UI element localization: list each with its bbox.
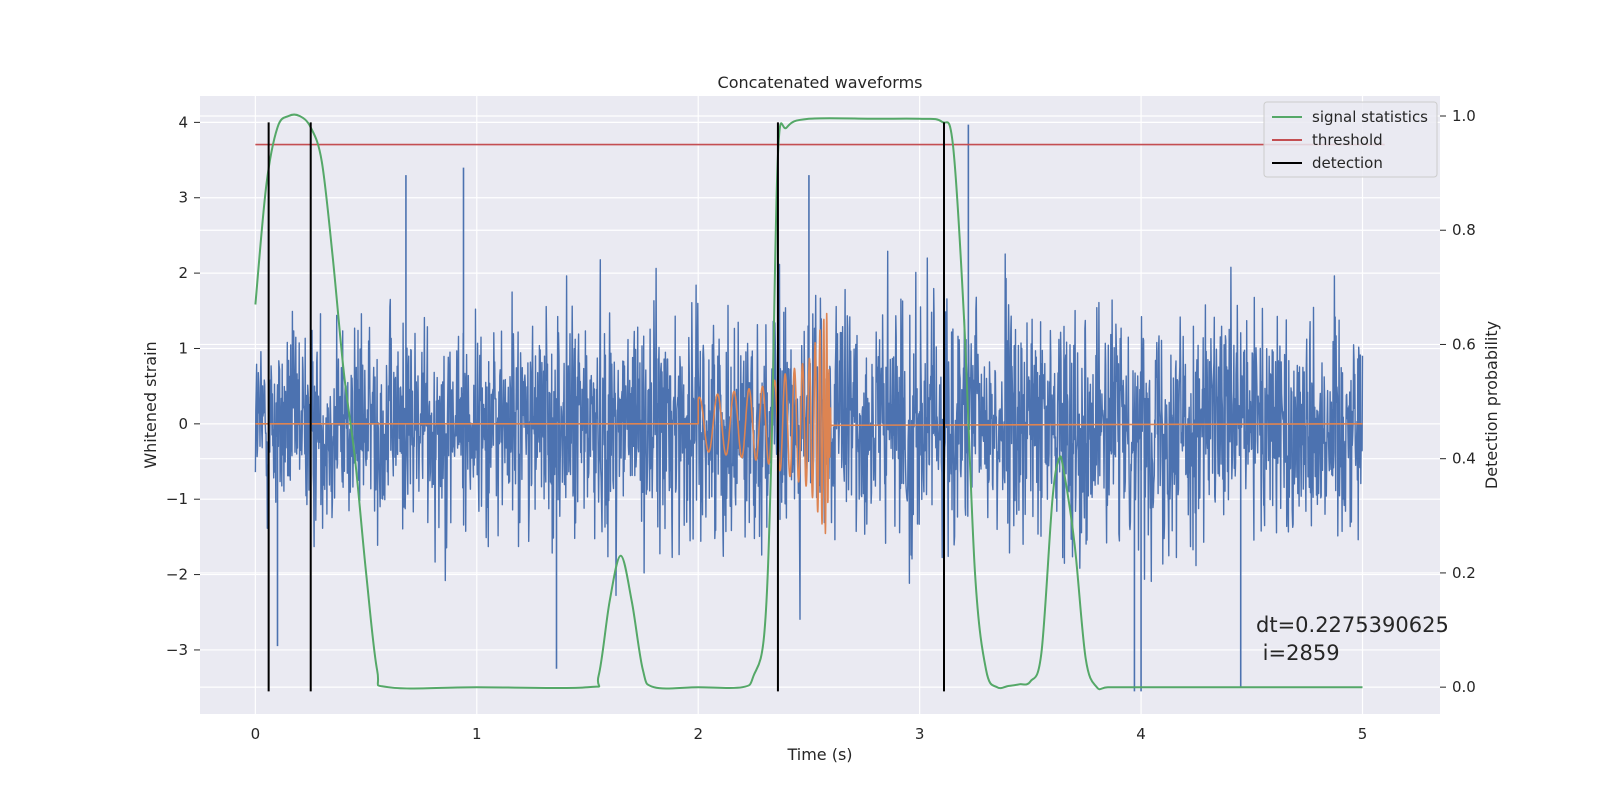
legend: signal statistics threshold detection (1263, 101, 1438, 178)
y-tick-label: 4 (178, 113, 188, 131)
chart-title: Concatenated waveforms (718, 73, 923, 92)
x-tick-label: 4 (1136, 725, 1146, 743)
y-tick-label: 0 (178, 415, 188, 433)
legend-label-threshold: threshold (1312, 131, 1383, 149)
x-tick-label: 1 (472, 725, 482, 743)
y-tick-label: 3 (178, 189, 188, 207)
signal-statistics-line (254, 113, 1363, 691)
y-tick-label: −2 (166, 566, 188, 584)
y-tick-label: −1 (166, 490, 188, 508)
y-right-tick-label: 0.2 (1452, 564, 1476, 582)
stats-series (254, 113, 1363, 691)
x-tick-label: 2 (693, 725, 703, 743)
ticks: 0 1 2 3 4 5 4 3 2 1 0 −1 −2 −3 1.0 0.8 0.6 0.4 0.2 0.0 (166, 107, 1476, 743)
x-tick-label: 5 (1358, 725, 1368, 743)
y-right-tick-label: 0.8 (1452, 221, 1476, 239)
annotation-line1: dt=0.2275390625 (1256, 613, 1449, 637)
detection-lines (267, 122, 945, 692)
annotation: dt=0.2275390625 i=2859 (1256, 613, 1449, 665)
x-tick-label: 0 (251, 725, 261, 743)
chirp-line (255, 312, 1363, 535)
y-tick-label: −3 (166, 641, 188, 659)
x-axis-label: Time (s) (786, 745, 852, 764)
y-axis-label: Whitened strain (141, 341, 160, 468)
y-right-tick-label: 0.4 (1452, 450, 1476, 468)
chirp-series (255, 312, 1363, 535)
y-right-tick-label: 0.0 (1452, 678, 1476, 696)
annotation-line2: i=2859 (1256, 641, 1340, 665)
x-tick-label: 3 (915, 725, 925, 743)
legend-label-stats: signal statistics (1312, 108, 1428, 126)
y-tick-label: 1 (178, 339, 188, 357)
y-right-tick-label: 0.6 (1452, 335, 1476, 353)
y-right-axis-label: Detection probability (1482, 321, 1501, 489)
legend-label-detection: detection (1312, 154, 1383, 172)
y-tick-label: 2 (178, 264, 188, 282)
y-right-tick-label: 1.0 (1452, 107, 1476, 125)
legend-box (1263, 101, 1438, 178)
